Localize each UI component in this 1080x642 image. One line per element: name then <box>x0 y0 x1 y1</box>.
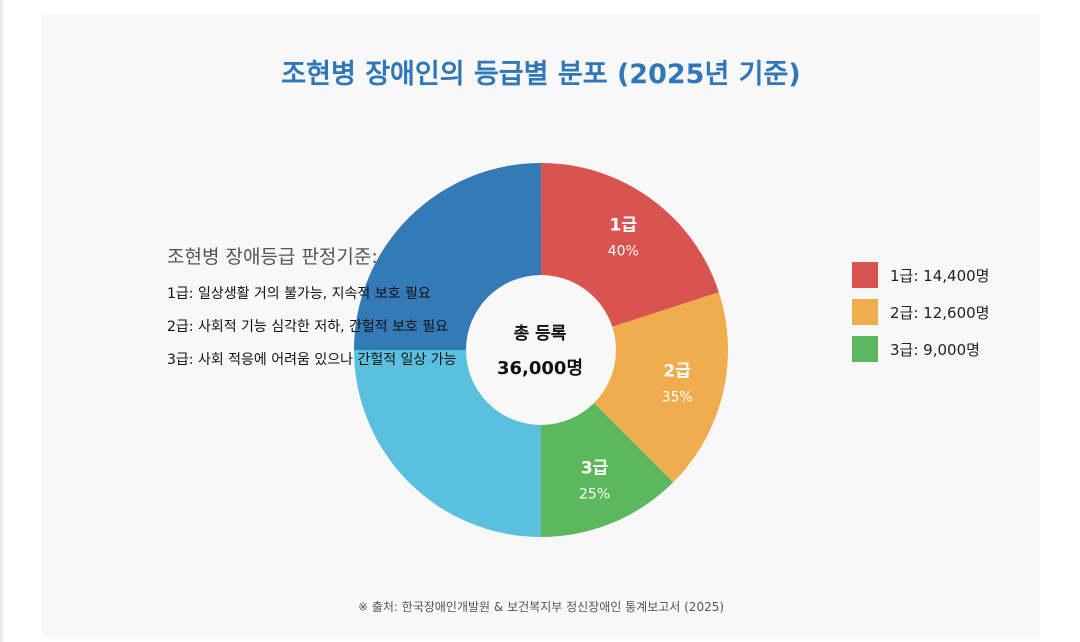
legend-label-grade-2: 2급: 12,600명 <box>890 303 990 322</box>
slice-category-label-2: 2급 <box>663 362 691 382</box>
chart-card: 조현병 장애인의 등급별 분포 (2025년 기준) 1급 40% 2급 35% 3급 2… <box>42 14 1040 638</box>
slice-percent-label-1: 40% <box>608 244 639 260</box>
criteria-box: 조현병 장애등급 판정기준: 1급: 일상생활 거의 불가능, 지속적 보호 필… <box>167 242 457 382</box>
slice-category-label-1: 1급 <box>610 216 638 236</box>
total-value: 36,000명 <box>496 358 584 379</box>
slice-category-label-3: 3급 <box>581 458 609 478</box>
legend: 1급: 14,400명 2급: 12,600명 3급: 9,000명 <box>852 262 989 373</box>
legend-swatch-grade-2 <box>852 299 878 325</box>
donut-center: 총 등록 36,000명 <box>482 319 598 380</box>
legend-swatch-grade-1 <box>852 262 878 288</box>
donut-chart: 1급 40% 2급 35% 3급 25% <box>354 163 729 537</box>
total-label: 총 등록 <box>513 324 567 344</box>
legend-swatch-grade-3 <box>852 336 878 362</box>
slice-percent-label-3: 25% <box>579 486 610 502</box>
legend-item-grade-1: 1급: 14,400명 <box>852 262 989 288</box>
legend-label-grade-3: 3급: 9,000명 <box>890 340 980 359</box>
criteria-item-2: 2급: 사회적 기능 심각한 저하, 간헐적 보호 필요 <box>167 319 449 335</box>
window-edge <box>0 0 3 642</box>
slice-percent-label-2: 35% <box>662 390 693 406</box>
legend-item-grade-3: 3급: 9,000명 <box>852 336 989 362</box>
criteria-title: 조현병 장애등급 판정기준: <box>167 246 378 268</box>
slice-label-group: 1급 40% 2급 35% 3급 25% <box>579 216 693 503</box>
criteria-item-1: 1급: 일상생활 거의 불가능, 지속적 보호 필요 <box>167 286 431 302</box>
legend-label-grade-1: 1급: 14,400명 <box>890 266 990 285</box>
legend-item-grade-2: 2급: 12,600명 <box>852 299 989 325</box>
source-footnote: ※ 출처: 한국장애인개발원 & 보건복지부 정신장애인 통계보고서 (2025… <box>357 600 725 614</box>
criteria-item-3: 3급: 사회 적응에 어려움 있으나 간헐적 일상 가능 <box>167 352 457 368</box>
donut-hole <box>466 275 616 425</box>
chart-title: 조현병 장애인의 등급별 분포 (2025년 기준) <box>281 59 801 90</box>
